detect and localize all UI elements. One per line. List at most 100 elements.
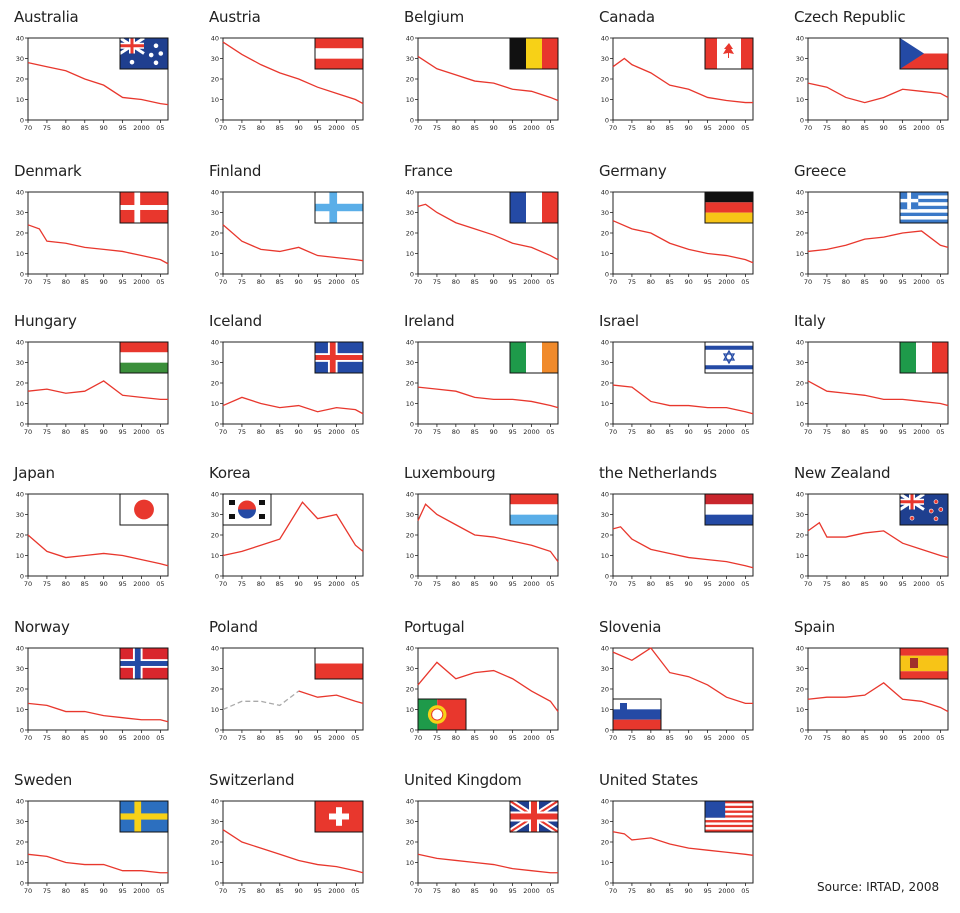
x-tick-label: 85 <box>666 428 674 436</box>
y-tick-label: 10 <box>796 706 804 714</box>
x-tick-label: 75 <box>238 734 246 742</box>
y-tick-label: 0 <box>800 271 804 279</box>
x-tick-label: 90 <box>100 428 108 436</box>
x-tick-label: 75 <box>628 580 636 588</box>
series-line <box>298 690 364 704</box>
x-tick-label: 95 <box>508 124 516 132</box>
series-line <box>417 386 559 409</box>
chart-title: Luxembourg <box>404 464 496 482</box>
y-tick-label: 10 <box>16 250 24 258</box>
x-tick-label: 70 <box>24 428 32 436</box>
x-tick-label: 80 <box>647 887 655 895</box>
norway-flag-icon <box>119 647 169 680</box>
x-tick-label: 70 <box>414 428 422 436</box>
x-tick-label: 70 <box>804 580 812 588</box>
x-tick-label: 90 <box>100 734 108 742</box>
x-tick-label: 85 <box>276 734 284 742</box>
y-tick-label: 10 <box>406 552 414 560</box>
chart-panel-australia: Australia 0 10 20 30 40 70 75 80 85 90 95 2000 05 <box>0 0 190 150</box>
x-tick-label: 85 <box>81 428 89 436</box>
y-tick-label: 0 <box>215 573 219 581</box>
y-tick-label: 40 <box>406 189 414 197</box>
x-tick-label: 05 <box>351 580 359 588</box>
series-line <box>27 61 169 106</box>
chart-svg: 0 10 20 30 40 70 75 80 85 90 95 2000 05 <box>211 491 364 588</box>
y-tick-label: 0 <box>215 880 219 888</box>
series-line <box>27 224 169 265</box>
chart-title: Czech Republic <box>794 8 906 26</box>
x-tick-label: 90 <box>100 278 108 286</box>
x-tick-label: 85 <box>471 580 479 588</box>
x-tick-label: 80 <box>647 734 655 742</box>
x-tick-label: 70 <box>609 580 617 588</box>
y-tick-label: 10 <box>406 250 414 258</box>
x-tick-label: 05 <box>936 580 944 588</box>
x-tick-label: 05 <box>546 278 554 286</box>
y-tick-label: 40 <box>796 645 804 653</box>
x-tick-label: 80 <box>62 278 70 286</box>
y-tick-label: 30 <box>16 55 24 63</box>
y-tick-label: 20 <box>211 532 219 540</box>
x-tick-label: 90 <box>490 124 498 132</box>
x-tick-label: 90 <box>490 278 498 286</box>
x-tick-label: 75 <box>628 734 636 742</box>
x-tick-label: 2000 <box>523 428 540 436</box>
chart-panel-germany: Germany 0 10 20 30 40 70 75 80 85 90 95 2000 05 <box>585 154 775 304</box>
x-tick-label: 80 <box>842 428 850 436</box>
series-line <box>612 57 753 104</box>
y-tick-label: 30 <box>601 511 609 519</box>
x-tick-label: 85 <box>276 124 284 132</box>
x-tick-label: 2000 <box>523 887 540 895</box>
belgium-flag-icon <box>509 37 559 70</box>
x-tick-label: 2000 <box>328 887 345 895</box>
chart-svg: 0 10 20 30 40 70 75 80 85 90 95 2000 05 <box>16 35 169 132</box>
y-tick-label: 30 <box>16 209 24 217</box>
x-tick-label: 95 <box>313 734 321 742</box>
chart-svg: 0 10 20 30 40 70 75 80 85 90 95 2000 05 <box>211 339 364 436</box>
x-tick-label: 85 <box>471 124 479 132</box>
y-tick-label: 20 <box>16 380 24 388</box>
x-tick-label: 70 <box>414 580 422 588</box>
series-line <box>612 647 753 704</box>
x-tick-label: 95 <box>508 580 516 588</box>
chart-svg: 0 10 20 30 40 70 75 80 85 90 95 2000 05 <box>796 35 949 132</box>
y-tick-label: 30 <box>601 665 609 673</box>
usa-flag-icon <box>704 800 754 833</box>
y-tick-label: 30 <box>406 511 414 519</box>
series-line <box>612 384 754 415</box>
y-tick-label: 40 <box>211 491 219 499</box>
x-tick-label: 80 <box>452 124 460 132</box>
x-tick-label: 95 <box>703 887 711 895</box>
x-tick-label: 70 <box>609 887 617 895</box>
x-tick-label: 2000 <box>328 124 345 132</box>
chart-title: Canada <box>599 8 655 26</box>
x-tick-label: 90 <box>685 124 693 132</box>
chart-svg: 0 10 20 30 40 70 75 80 85 90 95 2000 05 <box>406 491 559 588</box>
x-tick-label: 2000 <box>133 124 150 132</box>
y-tick-label: 30 <box>796 55 804 63</box>
x-tick-label: 75 <box>238 428 246 436</box>
x-tick-label: 90 <box>685 428 693 436</box>
x-tick-label: 95 <box>118 580 126 588</box>
series-line <box>417 55 559 102</box>
chart-title: Hungary <box>14 312 77 330</box>
chart-title: the Netherlands <box>599 464 717 482</box>
x-tick-label: 05 <box>156 124 164 132</box>
chart-svg: 0 10 20 30 40 70 75 80 85 90 95 2000 05 <box>16 491 169 588</box>
x-tick-label: 2000 <box>718 124 735 132</box>
chart-panel-united-states: United States 0 10 20 30 40 70 75 80 85 90 95 2000 05 <box>585 763 775 913</box>
chart-svg: 0 10 20 30 40 70 75 80 85 90 95 2000 05 <box>406 189 559 286</box>
y-tick-label: 0 <box>20 117 24 125</box>
chart-panel-ireland: Ireland 0 10 20 30 40 70 75 80 85 90 95 2000 05 <box>390 304 580 454</box>
x-tick-label: 85 <box>81 124 89 132</box>
chart-title: Ireland <box>404 312 455 330</box>
austria-flag-icon <box>314 37 364 70</box>
x-tick-label: 90 <box>880 278 888 286</box>
y-tick-label: 0 <box>800 573 804 581</box>
y-tick-label: 30 <box>211 359 219 367</box>
series-line <box>27 534 169 567</box>
y-tick-label: 40 <box>601 189 609 197</box>
x-tick-label: 05 <box>546 124 554 132</box>
y-tick-label: 30 <box>16 665 24 673</box>
x-tick-label: 05 <box>546 428 554 436</box>
